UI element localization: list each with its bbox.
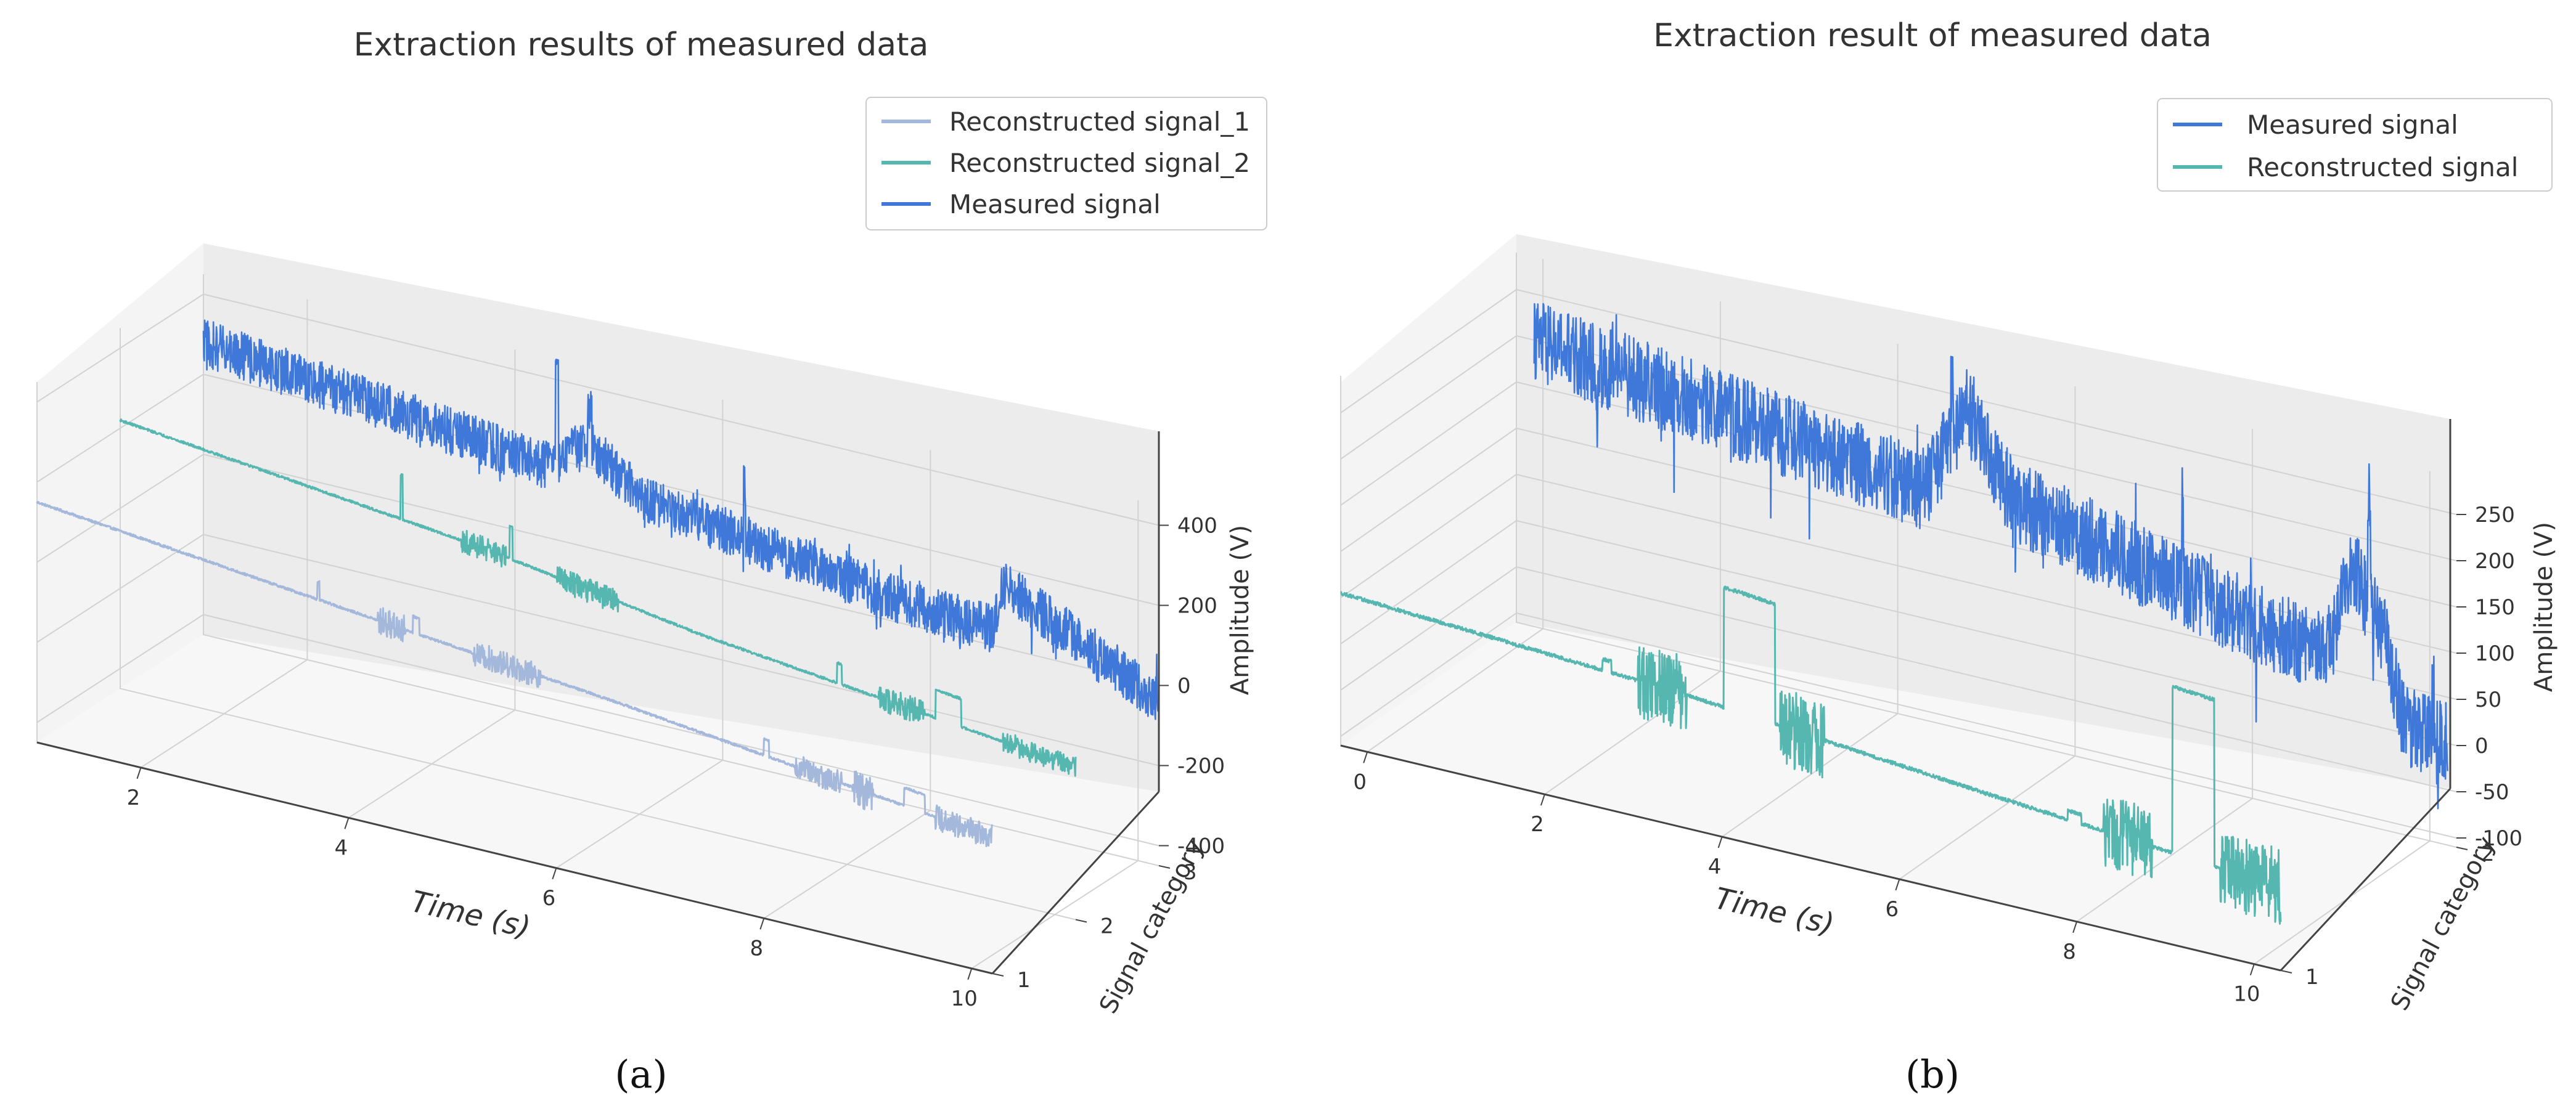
- x-tick: [1540, 794, 1545, 806]
- z-tick-label: 50: [2475, 688, 2501, 712]
- panel-b-x-label: Time (s): [1711, 881, 1837, 942]
- z-gridline: [1340, 473, 2457, 700]
- panel-a-x-label: Time (s): [407, 884, 533, 945]
- z-gridline: [36, 614, 1159, 847]
- z-tick-label: -400: [1177, 834, 1225, 859]
- z-gridline: [36, 534, 1159, 766]
- x-tick: [344, 817, 350, 829]
- y-tick: [1075, 919, 1087, 923]
- x-tick: [759, 918, 765, 930]
- x-tick: [1717, 836, 1723, 848]
- x-tick-label: 2: [127, 786, 141, 810]
- panel-b-series: [1340, 303, 2448, 925]
- x-tick: [967, 968, 973, 980]
- panel-b-x-axis: [1340, 744, 2281, 972]
- z-gridline: [1340, 335, 2457, 561]
- panel-b-z-label: Amplitude (V): [2530, 522, 2558, 692]
- panel-a-series: [36, 319, 1160, 847]
- x-tick-label: 10: [2233, 982, 2260, 1007]
- z-gridline: [36, 293, 1159, 526]
- panel-a-legend-box: [865, 97, 1267, 230]
- panel-a-x-axis: [36, 741, 993, 975]
- y-tick-label: 3: [1184, 860, 1197, 885]
- x-tick-label: 10: [951, 986, 978, 1011]
- x-tick-label: 0: [1353, 770, 1367, 794]
- z-gridline: [1340, 566, 2457, 792]
- y-tick: [2456, 847, 2468, 850]
- panel-b-legend-box: [2157, 98, 2553, 192]
- y-tick-label: 2: [1100, 914, 1114, 939]
- x-tick: [2249, 964, 2255, 975]
- x-tick-label: 4: [1708, 855, 1722, 879]
- panel-b-legend-label-2: Reconstructed signal: [2247, 152, 2518, 182]
- panel-b-legend-label-1: Measured signal: [2247, 110, 2458, 140]
- panel-a-legend-label-1: Reconstructed signal_1: [949, 107, 1250, 137]
- y-gridline: [120, 328, 1076, 921]
- z-gridline: [1340, 288, 2457, 515]
- z-tick-label: -200: [1177, 754, 1225, 779]
- panel-b-caption: (b): [1905, 1052, 1960, 1097]
- y-tick: [1158, 865, 1171, 869]
- x-tick-label: 2: [1531, 812, 1544, 837]
- panel-b-y-axis: [2280, 787, 2451, 972]
- y-tick-label: 2: [2481, 842, 2495, 866]
- z-tick-label: 100: [2475, 641, 2515, 666]
- y-gridline: [1516, 253, 2457, 848]
- z-tick-label: 150: [2475, 595, 2515, 620]
- z-gridline: [1340, 612, 2457, 839]
- x-tick-label: 8: [750, 936, 764, 961]
- x-tick: [1363, 752, 1368, 763]
- x-tick: [2072, 921, 2078, 933]
- panel-b-series-line-1: [1340, 585, 2282, 925]
- z-tick-label: -100: [2475, 826, 2522, 851]
- panel-b-floor-pane: [1341, 622, 2450, 970]
- z-tick-label: -50: [2475, 780, 2509, 805]
- z-gridline: [1340, 381, 2457, 608]
- z-tick-label: 250: [2475, 503, 2515, 527]
- z-tick-label: 0: [1177, 674, 1191, 699]
- panel-a-legend: Reconstructed signal_1 Reconstructed sig…: [865, 97, 1267, 230]
- panel-a-series-line-1: [119, 418, 1077, 777]
- panel-a-legend-label-3: Measured signal: [949, 189, 1161, 219]
- x-tick-label: 6: [1886, 897, 1899, 922]
- panel-a-z-label: Amplitude (V): [1226, 525, 1254, 695]
- x-tick-label: 8: [2063, 940, 2076, 964]
- panel-a-y-axis: [991, 791, 1160, 975]
- z-gridline: [1340, 519, 2457, 746]
- z-tick-label: 400: [1177, 514, 1217, 539]
- z-tick-label: 200: [2475, 549, 2515, 574]
- panel-b-back-pane: [1516, 234, 2450, 789]
- panel-a-series-line-0: [36, 501, 994, 847]
- z-tick-label: 0: [2475, 734, 2488, 758]
- x-tick: [552, 868, 557, 880]
- panel-b-series-line-0: [1533, 303, 2448, 810]
- z-gridline: [36, 453, 1159, 686]
- x-tick-label: 4: [335, 836, 348, 860]
- panel-a-series-line-2: [202, 319, 1160, 720]
- panel-a-legend-label-2: Reconstructed signal_2: [949, 148, 1250, 178]
- panel-a-title: Extraction results of measured data: [354, 26, 929, 63]
- panel-b-legend: Measured signal Reconstructed signal: [2157, 98, 2553, 192]
- z-tick-label: 200: [1177, 594, 1217, 619]
- panel-a-caption: (a): [615, 1052, 667, 1097]
- x-tick: [1895, 879, 1900, 891]
- y-tick: [992, 973, 1004, 977]
- z-gridline: [36, 373, 1159, 606]
- panel-b-title: Extraction result of measured data: [1653, 17, 2212, 54]
- y-tick-label: 1: [2305, 965, 2319, 990]
- y-tick: [2280, 970, 2292, 974]
- y-tick-label: 1: [1017, 968, 1031, 993]
- x-tick-label: 6: [542, 886, 556, 911]
- x-tick: [136, 767, 142, 779]
